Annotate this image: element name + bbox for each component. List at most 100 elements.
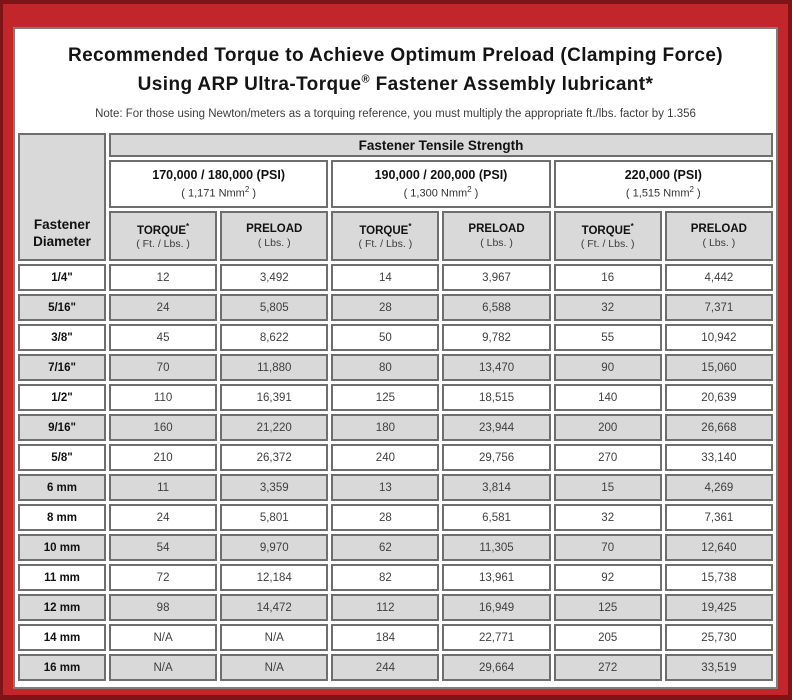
value-cell: 82 [331,564,440,591]
torque-preload-table: Fastener Diameter Fastener Tensile Stren… [15,130,776,684]
value-cell: 19,425 [664,594,773,621]
table-row: 5/8" 210 26,372 240 29,756 270 33,140 [18,444,773,471]
value-cell: 29,664 [442,654,551,681]
value-cell: 12,184 [220,564,329,591]
value-cell: 90 [553,354,662,381]
value-cell: 28 [331,294,440,321]
value-cell: 6,588 [442,294,551,321]
table-row: 12 mm 98 14,472 112 16,949 125 19,425 [18,594,773,621]
diameter-cell: 14 mm [18,624,106,651]
value-cell: 12 [109,264,218,291]
table-row: 1/2" 110 16,391 125 18,515 140 20,639 [18,384,773,411]
tensile-strength-header: Fastener Tensile Strength [109,133,773,157]
value-cell: 5,801 [220,504,329,531]
table-row: 1/4" 12 3,492 14 3,967 16 4,442 [18,264,773,291]
value-cell: 55 [553,324,662,351]
value-cell: N/A [109,654,218,681]
table-row: 10 mm 54 9,970 62 11,305 70 12,640 [18,534,773,561]
value-cell: 7,361 [664,504,773,531]
preload-header-1: PRELOAD ( Lbs. ) [220,211,329,261]
torque-header-3: TORQUE* ( Ft. / Lbs. ) [553,211,662,261]
fastener-diameter-header: Fastener Diameter [18,133,106,261]
value-cell: 15 [553,474,662,501]
registered-trademark-symbol: ® [361,73,370,86]
value-cell: 5,805 [220,294,329,321]
value-cell: 3,492 [220,264,329,291]
value-cell: 50 [331,324,440,351]
value-cell: 16,949 [442,594,551,621]
value-cell: 11,305 [442,534,551,561]
value-cell: 4,269 [664,474,773,501]
title-line-2: Using ARP Ultra-Torque® Fastener Assembl… [137,73,654,95]
psi-header-170-180: 170,000 / 180,000 (PSI) ( 1,171 Nmm2 ) [109,160,329,208]
value-cell: 80 [331,354,440,381]
table-row: 14 mm N/A N/A 184 22,771 205 25,730 [18,624,773,651]
preload-header-2: PRELOAD ( Lbs. ) [442,211,551,261]
value-cell: 26,668 [664,414,773,441]
value-cell: N/A [220,624,329,651]
diameter-cell: 10 mm [18,534,106,561]
value-cell: 14 [331,264,440,291]
table-row: 11 mm 72 12,184 82 13,961 92 15,738 [18,564,773,591]
value-cell: 25,730 [664,624,773,651]
value-cell: 3,359 [220,474,329,501]
value-cell: 160 [109,414,218,441]
value-cell: 33,519 [664,654,773,681]
value-cell: 54 [109,534,218,561]
value-cell: 200 [553,414,662,441]
diameter-cell: 1/2" [18,384,106,411]
header-row-group: Fastener Diameter Fastener Tensile Stren… [18,133,773,261]
value-cell: 15,738 [664,564,773,591]
table-row: 6 mm 11 3,359 13 3,814 15 4,269 [18,474,773,501]
value-cell: 16 [553,264,662,291]
diameter-cell: 5/16" [18,294,106,321]
value-cell: 70 [109,354,218,381]
value-cell: 112 [331,594,440,621]
value-cell: 32 [553,504,662,531]
header-row-psi: 170,000 / 180,000 (PSI) ( 1,171 Nmm2 ) 1… [18,160,773,208]
value-cell: 11 [109,474,218,501]
value-cell: 18,515 [442,384,551,411]
value-cell: 62 [331,534,440,561]
value-cell: N/A [220,654,329,681]
diameter-cell: 8 mm [18,504,106,531]
value-cell: 9,970 [220,534,329,561]
value-cell: 205 [553,624,662,651]
table-row: 9/16" 160 21,220 180 23,944 200 26,668 [18,414,773,441]
value-cell: 125 [553,594,662,621]
value-cell: 45 [109,324,218,351]
value-cell: 29,756 [442,444,551,471]
value-cell: 33,140 [664,444,773,471]
value-cell: 3,967 [442,264,551,291]
value-cell: 11,880 [220,354,329,381]
value-cell: 3,814 [442,474,551,501]
value-cell: 23,944 [442,414,551,441]
value-cell: 26,372 [220,444,329,471]
value-cell: 4,442 [664,264,773,291]
table-row: 8 mm 24 5,801 28 6,581 32 7,361 [18,504,773,531]
value-cell: 32 [553,294,662,321]
value-cell: 180 [331,414,440,441]
header-row-units: TORQUE* ( Ft. / Lbs. ) PRELOAD ( Lbs. ) … [18,211,773,261]
document-content: Recommended Torque to Achieve Optimum Pr… [13,27,778,689]
value-cell: 140 [553,384,662,411]
value-cell: 210 [109,444,218,471]
table-row: 7/16" 70 11,880 80 13,470 90 15,060 [18,354,773,381]
value-cell: 14,472 [220,594,329,621]
diameter-cell: 12 mm [18,594,106,621]
note-text: Note: For those using Newton/meters as a… [95,108,696,120]
value-cell: 12,640 [664,534,773,561]
diameter-cell: 1/4" [18,264,106,291]
value-cell: 272 [553,654,662,681]
value-cell: 13,470 [442,354,551,381]
value-cell: 10,942 [664,324,773,351]
value-cell: 20,639 [664,384,773,411]
preload-header-3: PRELOAD ( Lbs. ) [664,211,773,261]
value-cell: 13 [331,474,440,501]
value-cell: 70 [553,534,662,561]
value-cell: 6,581 [442,504,551,531]
value-cell: 24 [109,294,218,321]
psi-header-220: 220,000 (PSI) ( 1,515 Nmm2 ) [553,160,773,208]
value-cell: 16,391 [220,384,329,411]
